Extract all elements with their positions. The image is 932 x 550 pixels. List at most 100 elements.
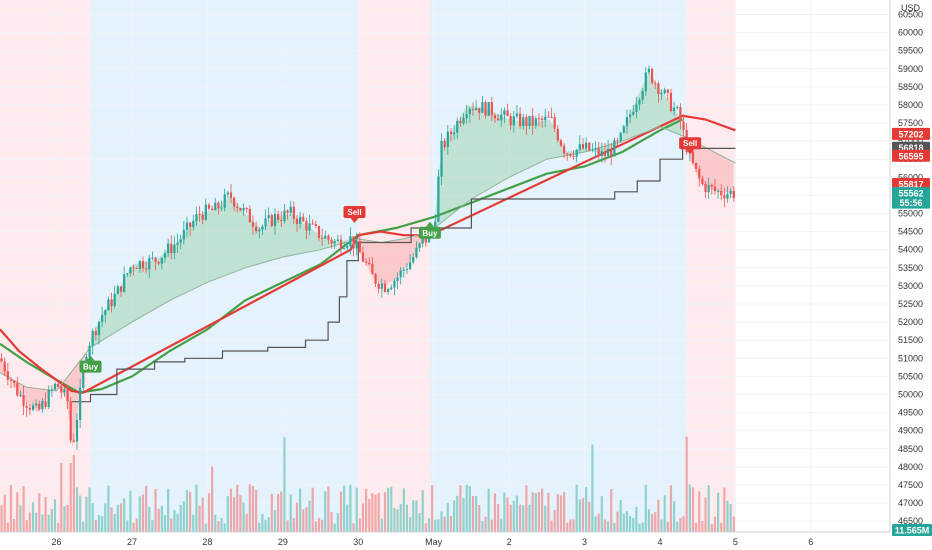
volume-tag — [892, 524, 932, 536]
candle-body — [663, 89, 666, 94]
candle-body — [594, 148, 597, 150]
volume-bar — [729, 504, 732, 532]
candle-body — [60, 386, 63, 393]
volume-bar — [465, 484, 468, 532]
y-tick-label: 51000 — [898, 353, 923, 363]
candle-body — [569, 154, 572, 157]
volume-bar — [324, 491, 327, 532]
volume-bar — [245, 513, 248, 532]
volume-bar — [346, 504, 349, 532]
y-tick-label: 53500 — [898, 263, 923, 273]
volume-bar — [311, 487, 314, 532]
candle-body — [66, 389, 69, 402]
candle-body — [239, 207, 242, 211]
volume-bar — [541, 488, 544, 532]
candle-body — [324, 235, 327, 239]
candle-body — [289, 206, 292, 213]
candle-body — [88, 345, 91, 357]
candle-body — [28, 407, 31, 410]
x-tick-label: 5 — [733, 537, 738, 547]
volume-bar — [519, 504, 522, 532]
volume-bar — [506, 497, 509, 532]
signal-pointer — [350, 218, 359, 223]
candle-body — [176, 242, 179, 245]
volume-bar — [713, 516, 717, 532]
x-tick-label: 6 — [808, 537, 813, 547]
volume-bar — [248, 484, 251, 532]
candle-body — [509, 116, 512, 126]
candle-body — [25, 405, 28, 408]
candle-body — [189, 222, 192, 227]
buy-signal[interactable]: Buy — [79, 355, 102, 373]
volume-bar — [666, 521, 669, 532]
candle-body — [299, 216, 302, 224]
candle-body — [138, 261, 141, 269]
candle-body — [459, 120, 462, 124]
volume-bar — [66, 504, 69, 532]
volume-bar — [302, 509, 305, 532]
grid — [0, 0, 890, 532]
volume-bar — [563, 492, 566, 532]
candle-body — [192, 221, 195, 227]
candle-body — [368, 262, 371, 265]
volume-bar — [387, 487, 390, 532]
candle-body — [245, 207, 248, 209]
candle-body — [500, 114, 503, 121]
volume-bar — [654, 512, 657, 532]
volume-bar — [308, 500, 311, 532]
signal-label: Buy — [83, 363, 99, 372]
candle-body — [75, 419, 79, 442]
candle-body — [720, 190, 723, 196]
volume-bar — [151, 519, 154, 532]
volume-bar — [688, 484, 691, 532]
candle-body — [657, 83, 660, 94]
volume-bar — [16, 492, 19, 532]
signal-label: Sell — [347, 208, 361, 217]
volume-bar — [179, 504, 182, 532]
volume-bar — [361, 503, 365, 532]
volume-bar — [349, 484, 352, 532]
volume-bar — [531, 492, 534, 532]
volume-bar — [53, 499, 57, 532]
volume-bar — [437, 519, 440, 532]
candle-body — [148, 257, 151, 270]
candle-body — [305, 221, 308, 231]
candle-body — [198, 214, 201, 216]
cloud-fill-0 — [0, 344, 88, 449]
price-tag — [892, 177, 930, 190]
candle-body — [682, 121, 685, 130]
buy-signal[interactable]: Buy — [418, 221, 441, 239]
volume-bar — [390, 486, 393, 532]
volume-bar — [597, 513, 600, 532]
candle-body — [710, 184, 713, 187]
candle-body — [9, 379, 13, 381]
candle-body — [82, 368, 85, 388]
volume-bar — [22, 485, 25, 532]
volume-bar — [119, 503, 123, 532]
y-tick-label: 58000 — [898, 100, 923, 110]
volume-bar — [475, 496, 478, 532]
volume-bar — [581, 497, 585, 532]
sell-signal[interactable]: Sell — [679, 137, 702, 155]
candle-body — [575, 149, 578, 157]
candle-body — [585, 142, 588, 149]
y-tick-label: 46500 — [898, 516, 923, 526]
volume-bar — [704, 497, 707, 532]
candle-body — [126, 273, 129, 275]
volume-bar — [148, 506, 151, 532]
volume-bar — [528, 504, 531, 532]
candle-body — [119, 286, 123, 292]
volume-bar — [135, 518, 138, 532]
volume-bar — [104, 503, 107, 532]
candle-body — [69, 401, 72, 441]
candle-body — [443, 140, 446, 147]
volume-bar — [38, 493, 41, 532]
signal-pointer — [86, 355, 95, 361]
x-tick-label: 2 — [507, 537, 512, 547]
candle-body — [622, 126, 625, 133]
sell-signal[interactable]: Sell — [343, 206, 366, 223]
candle-body — [377, 283, 380, 289]
volume-bar — [588, 501, 591, 532]
